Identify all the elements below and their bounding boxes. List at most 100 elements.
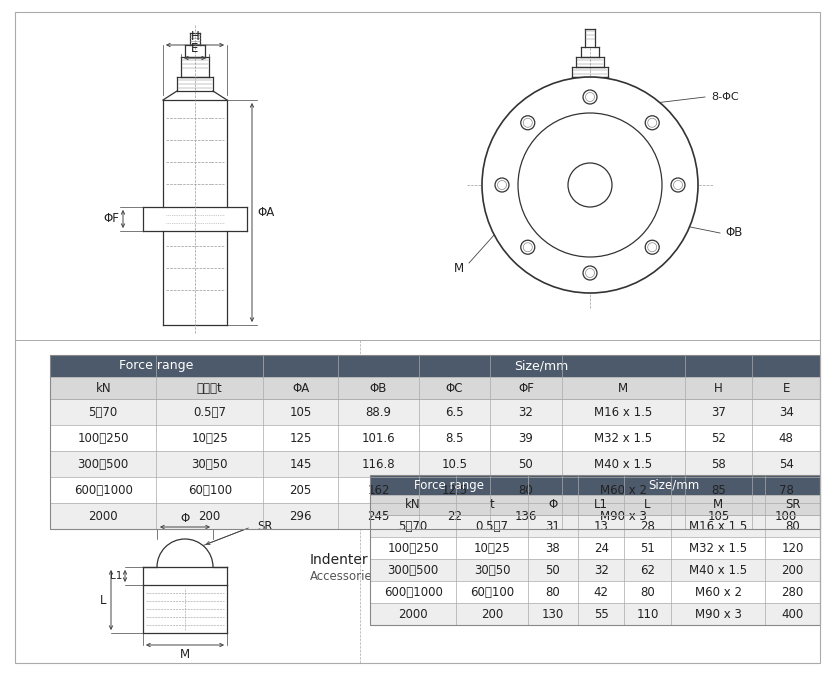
Text: 120: 120 [782,541,804,554]
Text: ΦF: ΦF [518,381,534,394]
Text: 80: 80 [785,520,800,533]
Text: Size/mm: Size/mm [648,479,700,491]
Circle shape [648,243,656,252]
Text: E: E [782,381,790,394]
Text: ΦC: ΦC [446,381,463,394]
Bar [370,515,820,537]
Text: 60～100: 60～100 [470,585,514,599]
Text: ΦF: ΦF [103,213,119,225]
Text: 60～100: 60～100 [188,483,232,497]
Text: 300～500: 300～500 [78,458,129,470]
Circle shape [524,243,532,252]
Text: 105: 105 [290,406,311,418]
Text: 205: 205 [290,483,311,497]
Text: 62: 62 [640,564,655,576]
Text: 50: 50 [545,564,560,576]
Circle shape [585,92,595,101]
Bar [370,475,820,625]
Text: 5～70: 5～70 [398,520,428,533]
Circle shape [583,90,597,104]
Text: 相当于t: 相当于t [197,381,223,394]
Circle shape [585,269,595,277]
Text: M60 x 2: M60 x 2 [600,483,647,497]
Bar [370,603,820,625]
Text: 600～1000: 600～1000 [73,483,133,497]
Text: 30～50: 30～50 [473,564,510,576]
Bar [370,495,820,515]
Text: 12.5: 12.5 [442,483,468,497]
Text: ΦA: ΦA [292,381,309,394]
Text: 52: 52 [711,431,726,445]
Text: 200: 200 [199,510,220,522]
Text: 8.5: 8.5 [445,431,463,445]
Circle shape [648,118,656,128]
Text: 6.5: 6.5 [445,406,463,418]
Text: M: M [454,263,464,275]
Text: 130: 130 [542,608,564,620]
Text: L1: L1 [110,571,122,581]
Text: Φ: Φ [180,512,190,524]
Text: 50: 50 [519,458,534,470]
Bar [50,355,820,377]
Text: 13: 13 [594,520,609,533]
Text: M90 x 3: M90 x 3 [600,510,647,522]
Text: 80: 80 [545,585,560,599]
Text: M: M [618,381,629,394]
Text: 54: 54 [779,458,794,470]
Text: L1: L1 [595,499,609,512]
Text: M40 x 1.5: M40 x 1.5 [595,458,652,470]
Text: Indenter: Indenter [310,553,368,567]
Text: ΦB: ΦB [370,381,387,394]
Text: 88.9: 88.9 [366,406,392,418]
Text: ΦA: ΦA [257,206,275,219]
Text: 116.8: 116.8 [362,458,395,470]
Text: 100～250: 100～250 [78,431,129,445]
Bar [50,425,820,451]
Circle shape [645,116,659,130]
Text: 245: 245 [367,510,390,522]
Text: 22: 22 [447,510,462,522]
Text: ΦB: ΦB [726,227,742,240]
Text: SR: SR [785,499,801,512]
Bar [370,581,820,603]
Text: 280: 280 [782,585,804,599]
Text: Φ: Φ [549,499,558,512]
Text: 37: 37 [711,406,726,418]
Text: SR: SR [257,520,273,533]
Circle shape [518,113,662,257]
Text: 300～500: 300～500 [387,564,438,576]
Text: 28: 28 [640,520,655,533]
Text: 24: 24 [594,541,609,554]
Text: 296: 296 [290,510,311,522]
Text: Force range: Force range [119,360,194,373]
Text: 600～1000: 600～1000 [383,585,443,599]
Bar [370,559,820,581]
Circle shape [568,163,612,207]
Text: 125: 125 [290,431,311,445]
Text: M90 x 3: M90 x 3 [695,608,741,620]
Bar [50,477,820,503]
Bar [50,377,820,399]
Text: 31: 31 [545,520,560,533]
Text: Force range: Force range [414,479,483,491]
Text: 100～250: 100～250 [387,541,439,554]
Text: 145: 145 [290,458,311,470]
Text: t: t [489,499,494,512]
Text: Size/mm: Size/mm [514,360,569,373]
Text: 110: 110 [636,608,659,620]
Text: 32: 32 [519,406,534,418]
Circle shape [645,240,659,254]
Text: 0.5～7: 0.5～7 [193,406,226,418]
Circle shape [674,180,682,190]
Text: 80: 80 [519,483,534,497]
Circle shape [583,266,597,280]
Bar [50,399,820,425]
Text: 30～50: 30～50 [191,458,228,470]
Text: 136: 136 [514,510,537,522]
Text: E: E [191,43,199,55]
Text: 38: 38 [545,541,560,554]
Text: 105: 105 [707,510,730,522]
Text: 10～25: 10～25 [191,431,228,445]
Text: 162: 162 [367,483,390,497]
Text: 78: 78 [779,483,794,497]
